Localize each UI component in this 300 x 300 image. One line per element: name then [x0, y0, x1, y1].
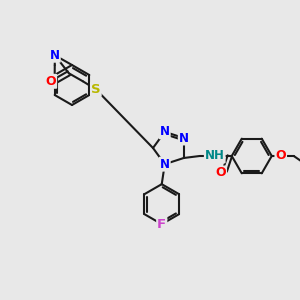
Text: S: S	[91, 83, 101, 96]
Text: N: N	[160, 125, 170, 138]
Text: N: N	[179, 131, 189, 145]
Text: O: O	[215, 167, 226, 179]
Text: O: O	[275, 149, 286, 163]
Text: N: N	[50, 49, 60, 62]
Text: N: N	[160, 158, 170, 171]
Text: F: F	[157, 218, 166, 231]
Text: O: O	[46, 75, 56, 88]
Text: NH: NH	[205, 149, 225, 163]
